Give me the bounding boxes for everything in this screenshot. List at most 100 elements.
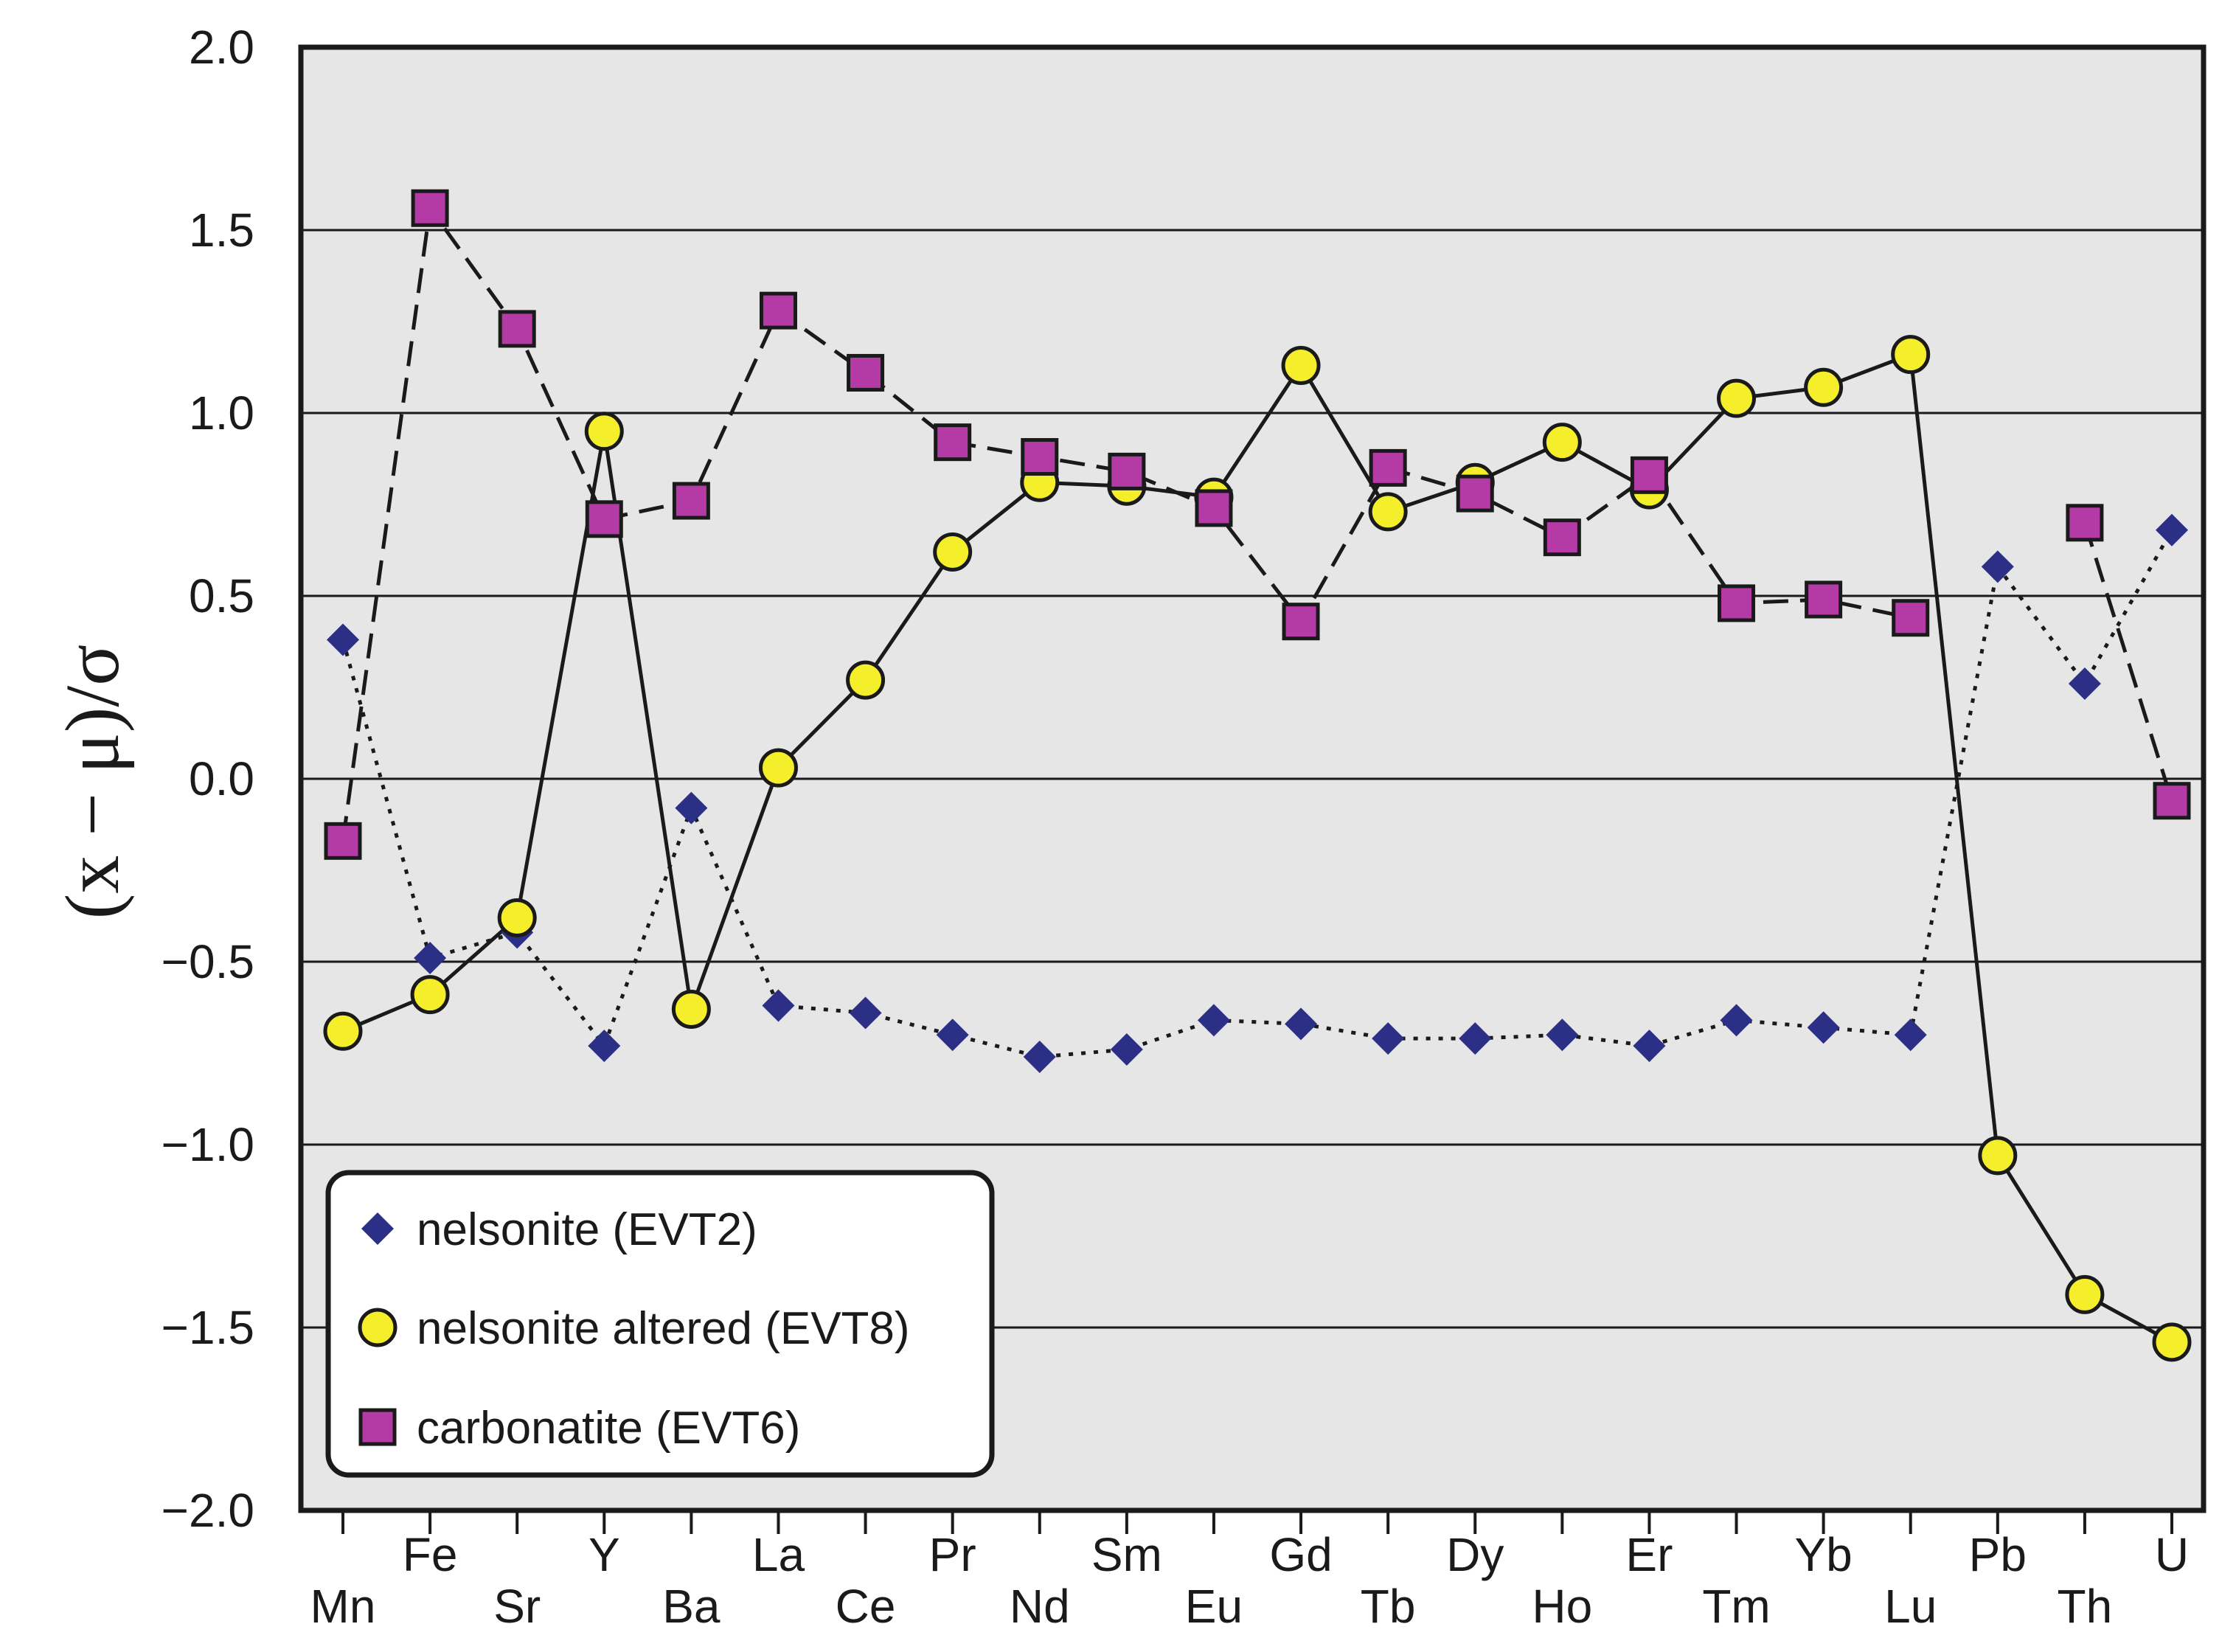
x-axis-ticks (341, 1510, 2173, 1534)
data-point-circle (758, 748, 798, 788)
y-tick-label: 1.5 (189, 204, 254, 257)
x-tick-label: Ho (1532, 1580, 1592, 1633)
data-point-diamond (414, 942, 447, 975)
x-tick-label: Er (1625, 1528, 1673, 1581)
data-point-circle (1978, 1136, 2018, 1176)
data-point-diamond (1285, 1007, 1318, 1041)
series-markers (323, 189, 2192, 1362)
y-tick-label: 0.5 (189, 569, 254, 622)
x-axis-tick-labels: Mn Fe Sr Y Ba La Ce Pr Nd Sm Eu Gd Tb Dy Ho Er Tm Yb Lu Pb T… (310, 1528, 2190, 1633)
legend-entry: nelsonite (EVT2) (417, 1204, 757, 1255)
data-point-circle (1368, 492, 1408, 532)
data-point-circle (497, 898, 537, 937)
data-point-square (585, 500, 623, 538)
data-point-diamond (1459, 1022, 1492, 1055)
x-tick-label: Sr (493, 1580, 541, 1633)
legend-marker-square (358, 1408, 397, 1446)
data-point-circle (671, 989, 711, 1029)
x-tick-label: U (2155, 1528, 2189, 1581)
legend-entry: nelsonite altered (EVT8) (417, 1303, 910, 1354)
data-point-square (1108, 452, 1146, 490)
data-point-square (1892, 599, 1930, 637)
data-point-square (847, 353, 885, 392)
legend: nelsonite (EVT2) nelsonite altered (EVT8)… (325, 1170, 995, 1478)
data-point-diamond (1372, 1022, 1405, 1055)
x-tick-label: Sm (1091, 1528, 1162, 1581)
data-point-square (1805, 580, 1843, 619)
data-point-square (1195, 489, 1233, 527)
data-point-diamond (2156, 513, 2188, 546)
series-line-circle (342, 352, 2173, 1344)
y-tick-label: −0.5 (162, 935, 254, 988)
data-point-diamond (2068, 667, 2101, 701)
data-point-square (1630, 456, 1668, 494)
x-tick-label: Ba (662, 1580, 721, 1633)
data-point-diamond (1807, 1011, 1840, 1044)
data-point-circle (584, 412, 624, 451)
data-point-square (934, 423, 972, 462)
data-point-circle (2065, 1274, 2105, 1314)
data-point-diamond (936, 1018, 969, 1052)
data-point-diamond (1197, 1004, 1230, 1037)
data-point-diamond (1110, 1033, 1143, 1066)
data-point-square (759, 291, 797, 330)
y-tick-label: 1.0 (189, 386, 254, 440)
data-point-square (2066, 504, 2104, 542)
x-tick-label: Ce (836, 1580, 896, 1633)
x-tick-label: Dy (1446, 1528, 1504, 1581)
x-tick-label: Nd (1010, 1580, 1070, 1633)
x-tick-label: Tb (1361, 1580, 1416, 1633)
data-point-square (1369, 448, 1407, 487)
legend-entry: carbonatite (EVT6) (417, 1403, 800, 1454)
plot-frame (298, 44, 2207, 1513)
legend-box (325, 1170, 995, 1478)
x-tick-label: Gd (1269, 1528, 1332, 1581)
x-tick-label: Tm (1702, 1580, 1770, 1633)
x-tick-label: Mn (310, 1580, 376, 1633)
gridlines (301, 229, 2204, 1329)
legend-marker-circle (358, 1308, 397, 1347)
data-point-square (1543, 518, 1581, 557)
y-tick-label: −2.0 (162, 1484, 254, 1537)
data-point-diamond (327, 623, 359, 656)
data-point-square (1456, 474, 1494, 513)
data-point-square (672, 482, 710, 520)
data-point-diamond (1981, 550, 2014, 583)
data-point-circle (1717, 378, 1757, 418)
data-point-circle (1804, 367, 1844, 407)
y-tick-label: −1.0 (162, 1118, 254, 1171)
data-point-circle (410, 975, 450, 1015)
x-tick-label: Fe (403, 1528, 458, 1581)
data-point-diamond (1023, 1040, 1056, 1073)
x-tick-label: Lu (1884, 1580, 1937, 1633)
data-point-diamond (849, 996, 882, 1030)
y-axis-tick-labels: 2.0 1.5 1.0 0.5 0.0 −0.5 −1.0 −1.5 −2.0 (162, 21, 254, 1537)
data-point-circle (2152, 1322, 2192, 1362)
x-tick-label: La (752, 1528, 805, 1581)
x-tick-label: Y (588, 1528, 620, 1581)
data-point-square (1282, 603, 1320, 641)
y-tick-label: −1.5 (162, 1301, 254, 1354)
data-point-square (1718, 584, 1756, 622)
data-point-diamond (1546, 1018, 1579, 1052)
data-point-diamond (675, 791, 708, 825)
y-tick-label: 0.0 (189, 752, 254, 805)
y-axis-label: (x − μ)/σ (50, 645, 135, 920)
data-point-square (2153, 782, 2191, 820)
x-tick-label: Pb (1969, 1528, 2027, 1581)
data-point-circle (1891, 335, 1931, 375)
data-point-square (324, 822, 362, 860)
data-point-diamond (762, 989, 795, 1022)
data-point-square (1021, 438, 1059, 476)
data-point-square (411, 189, 449, 227)
data-point-circle (1542, 423, 1582, 462)
series-line-square (2083, 522, 2174, 802)
data-point-square (498, 310, 536, 348)
y-tick-label: 2.0 (189, 21, 254, 74)
data-point-circle (323, 1011, 363, 1051)
x-tick-label: Yb (1794, 1528, 1852, 1581)
x-tick-label: Eu (1185, 1580, 1243, 1633)
legend-marker-diamond (361, 1212, 394, 1245)
x-tick-label: Pr (929, 1528, 976, 1581)
